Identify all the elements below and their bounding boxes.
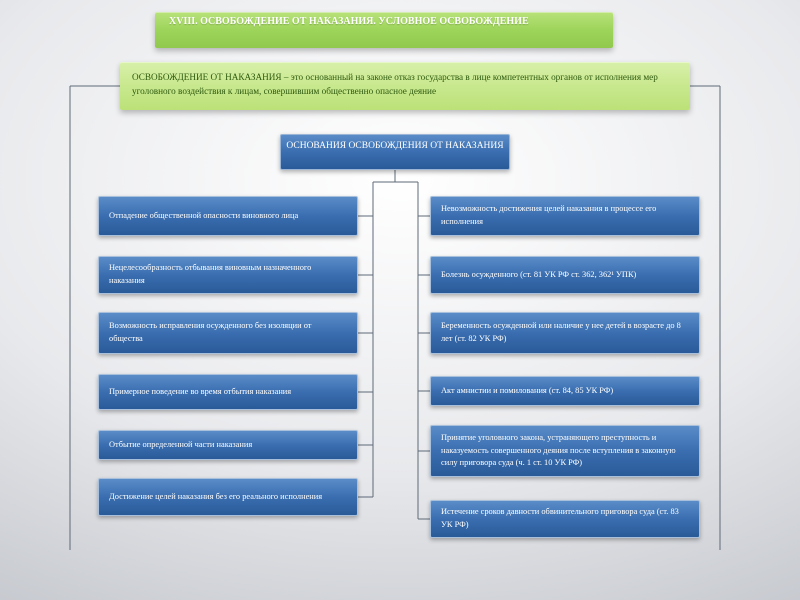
diagram: XVIII. ОСВОБОЖДЕНИЕ ОТ НАКАЗАНИЯ. УСЛОВН… <box>0 0 800 600</box>
page-title: XVIII. ОСВОБОЖДЕНИЕ ОТ НАКАЗАНИЯ. УСЛОВН… <box>155 12 613 48</box>
left-node-3: Примерное поведение во время отбытия нак… <box>98 374 358 410</box>
definition-box: ОСВОБОЖДЕНИЕ ОТ НАКАЗАНИЯ – это основанн… <box>120 62 690 110</box>
left-node-1: Нецелесообразность отбывания виновным на… <box>98 256 358 294</box>
right-node-1: Болезнь осужденного (ст. 81 УК РФ ст. 36… <box>430 256 700 294</box>
right-node-3: Акт амнистии и помилования (ст. 84, 85 У… <box>430 376 700 406</box>
left-node-4: Отбытие определенной части наказания <box>98 430 358 460</box>
subheader-box: ОСНОВАНИЯ ОСВОБОЖДЕНИЯ ОТ НАКАЗАНИЯ <box>280 134 510 170</box>
left-node-0: Отпадение общественной опасности виновно… <box>98 196 358 236</box>
left-node-5: Достижение целей наказания без его реаль… <box>98 478 358 516</box>
left-node-2: Возможность исправления осужденного без … <box>98 312 358 354</box>
right-node-5: Истечение сроков давности обвинительного… <box>430 500 700 538</box>
right-node-2: Беременность осужденной или наличие у не… <box>430 312 700 354</box>
right-node-4: Принятие уголовного закона, устраняющего… <box>430 425 700 477</box>
right-node-0: Невозможность достижения целей наказания… <box>430 196 700 236</box>
